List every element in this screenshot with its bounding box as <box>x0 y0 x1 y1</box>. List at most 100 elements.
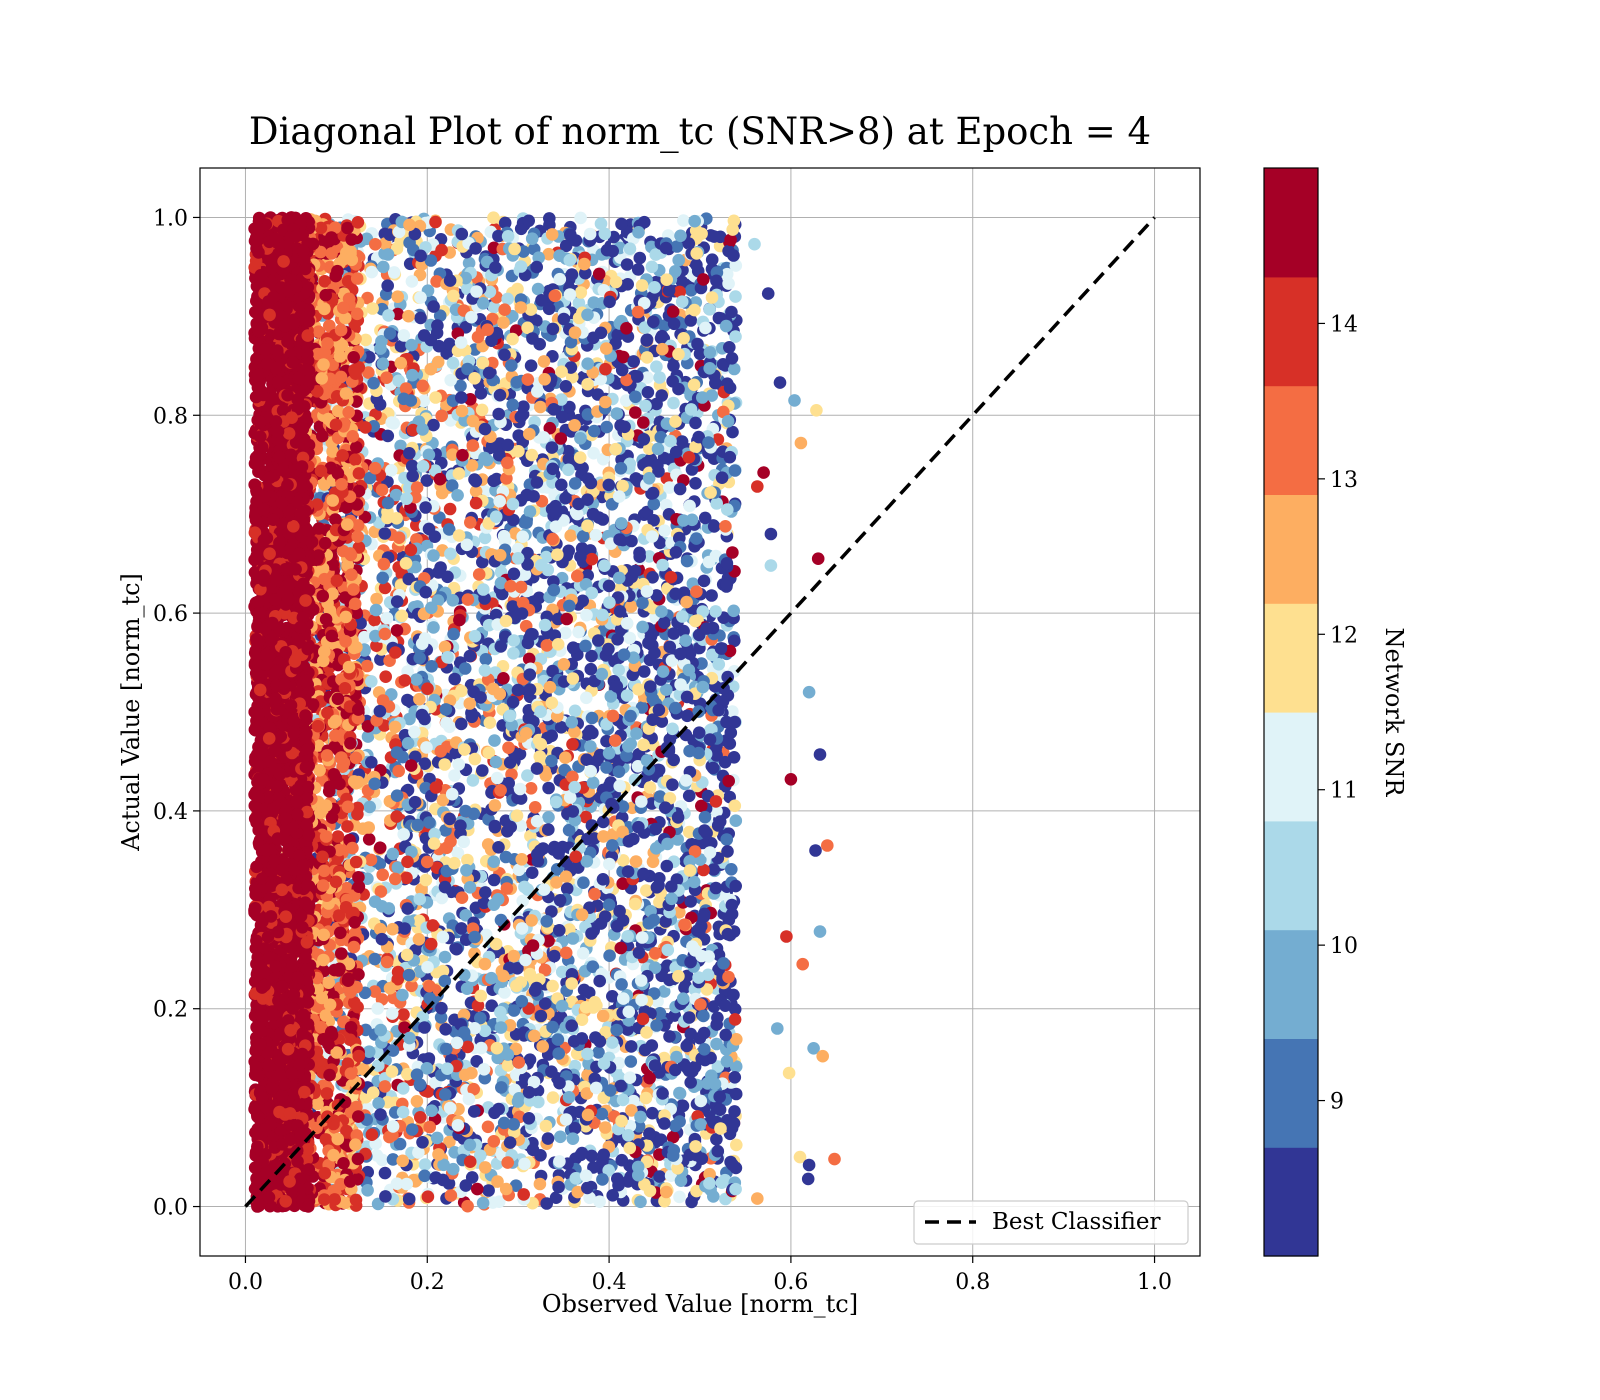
scatter-point <box>624 1055 638 1068</box>
scatter-point <box>428 530 442 543</box>
scatter-point <box>698 1043 711 1056</box>
scatter-point <box>400 948 414 962</box>
scatter-point <box>726 425 739 439</box>
scatter-point <box>647 497 661 511</box>
scatter-point <box>566 1132 580 1145</box>
scatter-point <box>375 932 389 946</box>
scatter-point <box>381 248 395 261</box>
scatter-point <box>506 332 519 346</box>
scatter-point <box>584 740 597 753</box>
scatter-point <box>675 295 689 309</box>
scatter-point <box>539 1119 553 1133</box>
scatter-point <box>672 253 685 267</box>
scatter-point <box>408 795 422 809</box>
scatter-point <box>526 1143 540 1157</box>
scatter-point <box>636 596 649 610</box>
scatter-point <box>401 855 414 869</box>
scatter-point <box>368 525 382 539</box>
scatter-point <box>555 478 568 492</box>
scatter-point <box>580 691 593 705</box>
scatter-point <box>669 445 683 459</box>
scatter-point <box>600 761 613 774</box>
scatter-point <box>603 949 616 962</box>
scatter-point <box>573 451 587 464</box>
scatter-point <box>537 883 551 896</box>
scatter-point <box>729 330 742 343</box>
scatter-point <box>560 882 574 895</box>
scatter-point <box>391 307 405 321</box>
scatter-point <box>465 310 478 324</box>
scatter-point <box>408 725 421 739</box>
scatter-point <box>418 757 432 770</box>
scatter-point <box>682 1011 696 1024</box>
scatter-point <box>524 628 538 641</box>
scatter-point <box>404 759 418 772</box>
scatter-point <box>454 819 467 832</box>
scatter-point <box>699 321 712 335</box>
scatter-point <box>503 709 517 723</box>
scatter-point <box>677 514 690 527</box>
scatter-point <box>635 931 649 944</box>
scatter-point <box>504 820 517 834</box>
scatter-point <box>689 1140 702 1153</box>
scatter-point <box>380 955 394 969</box>
scatter-point <box>375 1153 389 1167</box>
scatter-point <box>650 1019 663 1032</box>
scatter-point <box>511 542 525 556</box>
scatter-point <box>477 583 490 596</box>
scatter-point <box>380 371 393 385</box>
scatter-point <box>656 342 669 356</box>
scatter-point <box>656 665 670 678</box>
scatter-point <box>519 727 533 740</box>
scatter-point <box>489 755 503 769</box>
scatter-point <box>581 378 594 391</box>
scatter-point <box>616 479 629 493</box>
scatter-point <box>507 567 521 581</box>
scatter-point <box>574 432 587 445</box>
scatter-point <box>646 855 660 869</box>
scatter-point <box>624 709 637 723</box>
scatter-point <box>729 290 742 303</box>
scatter-point <box>391 290 405 304</box>
scatter-point <box>680 554 694 568</box>
scatter-point <box>673 1087 687 1100</box>
scatter-point <box>365 1128 379 1141</box>
scatter-point <box>610 1023 623 1037</box>
scatter-point <box>653 872 666 885</box>
scatter-point <box>514 301 528 314</box>
scatter-point <box>609 275 623 289</box>
scatter-point <box>468 372 481 385</box>
scatter-point <box>545 754 558 768</box>
scatter-point <box>443 502 457 516</box>
scatter-point <box>655 605 668 618</box>
scatter-point <box>499 1182 513 1196</box>
scatter-point <box>587 296 601 309</box>
scatter-point <box>488 799 502 812</box>
scatter-point <box>455 922 468 935</box>
scatter-point <box>534 1009 548 1023</box>
scatter-point <box>726 1158 739 1172</box>
scatter-point <box>553 1076 566 1090</box>
scatter-points <box>248 211 841 1213</box>
scatter-point <box>653 1007 667 1020</box>
scatter-point <box>636 1012 650 1026</box>
scatter-point <box>568 704 582 718</box>
scatter-point <box>466 439 480 452</box>
scatter-point <box>362 833 376 846</box>
scatter-point <box>616 1093 630 1107</box>
scatter-point <box>728 1071 742 1084</box>
scatter-point <box>542 811 555 824</box>
scatter-point <box>427 549 440 562</box>
scatter-point <box>401 902 415 915</box>
scatter-point <box>617 648 631 661</box>
scatter-point <box>535 558 548 572</box>
scatter-point <box>602 747 616 760</box>
scatter-point <box>674 678 687 691</box>
scatter-point <box>648 281 661 294</box>
scatter-point <box>569 850 583 863</box>
scatter-point <box>489 261 502 274</box>
scatter-point <box>639 1091 653 1105</box>
scatter-point <box>402 1192 416 1206</box>
scatter-point <box>673 906 686 919</box>
scatter-point <box>512 1056 526 1069</box>
